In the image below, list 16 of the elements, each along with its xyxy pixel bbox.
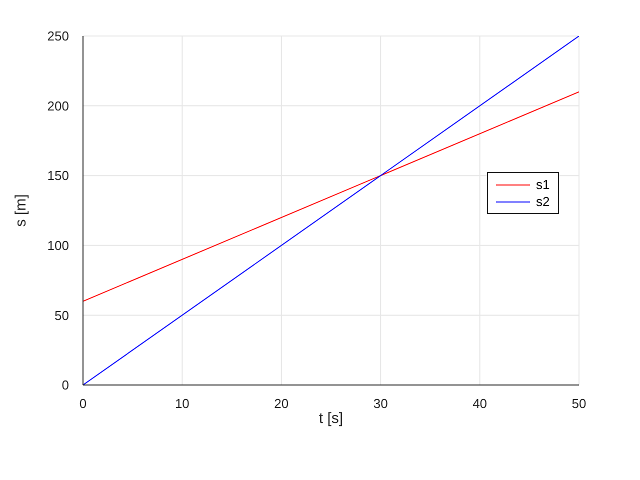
y-tick-label: 250 xyxy=(47,28,69,44)
x-tick-label: 30 xyxy=(373,396,388,412)
x-tick-label: 10 xyxy=(174,396,190,412)
legend-label: s1 xyxy=(536,177,550,192)
x-axis-title: t [s] xyxy=(318,410,344,427)
y-tick-label: 200 xyxy=(47,98,69,114)
y-axis-title: s [m] xyxy=(12,194,30,227)
legend-label: s2 xyxy=(536,194,550,209)
x-tick-label: 40 xyxy=(472,396,488,412)
y-tick-label: 50 xyxy=(54,308,69,323)
y-tick-label: 100 xyxy=(47,238,69,254)
y-tick-label: 150 xyxy=(47,168,69,184)
x-tick-label: 50 xyxy=(572,396,586,412)
x-tick-label: 20 xyxy=(274,396,289,412)
x-tick-label: 0 xyxy=(79,396,87,412)
y-tick-label: 0 xyxy=(62,378,69,393)
